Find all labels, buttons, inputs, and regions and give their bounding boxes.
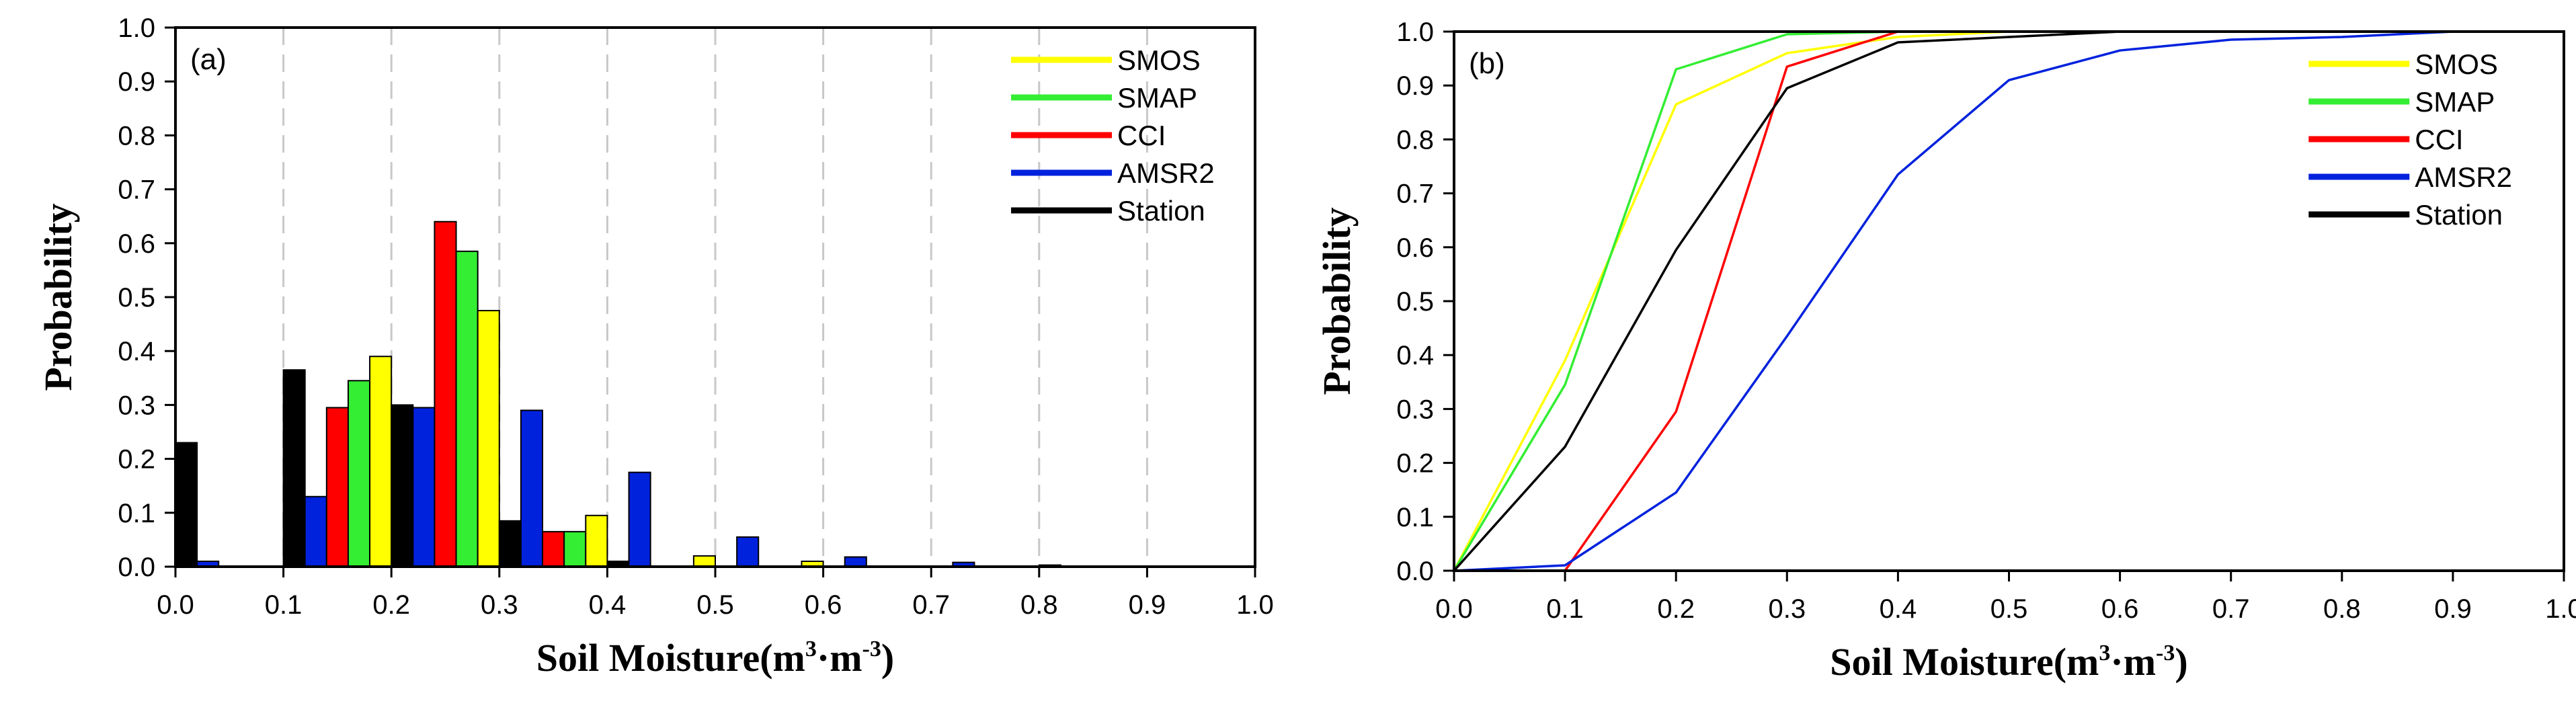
panel-a-x-ticks: 0.0 0.1 0.2 0.3 0.4 0.5 0.6 0.7 0.8 0.9 1.0 xyxy=(157,567,1274,620)
x-tick-label-a-4: 0.4 xyxy=(589,590,627,620)
y-tick-label-a-5: 0.5 xyxy=(118,283,155,313)
line-cci xyxy=(1454,30,2009,572)
x-tick-label-b-1: 0.1 xyxy=(1546,594,1584,624)
panel-b-cdf: 0.0 0.1 0.2 0.3 0.4 0.5 0.6 0.7 0.8 0.9 1.0 0.0 0.1… xyxy=(1315,17,2576,684)
line-station xyxy=(1453,30,2120,572)
x-tick-label-b-0: 0.0 xyxy=(1435,594,1473,624)
line-amsr2 xyxy=(1453,30,2453,572)
x-tick-label-a-6: 0.6 xyxy=(805,590,842,620)
line-smap xyxy=(1453,30,2009,571)
panel-a-y-axis-label: Probability xyxy=(36,203,80,391)
panel-a-bars xyxy=(175,220,1170,568)
x-tick-label-b-4: 0.4 xyxy=(1880,594,1917,624)
legend-label-a-cci: CCI xyxy=(1117,120,1166,151)
x-tick-label-b-3: 0.3 xyxy=(1768,594,1806,624)
x-tick-label-a-8: 0.8 xyxy=(1020,590,1058,620)
x-tick-label-a-1: 0.1 xyxy=(265,590,303,620)
panel-a-histogram: 0.0 0.1 0.2 0.3 0.4 0.5 0.6 0.7 0.8 0.9 1.0 0.0 0.1… xyxy=(36,13,1274,680)
x-tick-label-a-7: 0.7 xyxy=(912,590,950,620)
x-tick-label-a-5: 0.5 xyxy=(696,590,734,620)
legend-label-b-smap: SMAP xyxy=(2415,86,2495,118)
bar-smap-1 xyxy=(347,380,371,567)
bar-station-3 xyxy=(498,520,522,568)
panel-b-x-ticks: 0.0 0.1 0.2 0.3 0.4 0.5 0.6 0.7 0.8 0.9 1.0 xyxy=(1435,571,2576,624)
y-tick-label-a-8: 0.8 xyxy=(118,121,155,151)
bar-smos-2 xyxy=(477,310,500,567)
y-tick-label-b-4: 0.4 xyxy=(1396,341,1434,370)
legend-label-b-cci: CCI xyxy=(2415,124,2463,155)
panel-a-y-ticks: 0.0 0.1 0.2 0.3 0.4 0.5 0.6 0.7 0.8 0.9 1.0 xyxy=(118,13,175,582)
bar-amsr2-4 xyxy=(628,471,651,568)
bar-amsr2-5 xyxy=(736,536,760,568)
panel-a-label: (a) xyxy=(190,43,227,76)
bar-smos-3 xyxy=(585,514,608,567)
y-tick-label-a-0: 0.0 xyxy=(118,553,155,582)
x-tick-label-b-6: 0.6 xyxy=(2101,594,2139,624)
y-tick-label-b-1: 0.1 xyxy=(1396,503,1434,532)
legend-label-b-amsr2: AMSR2 xyxy=(2415,161,2512,193)
bar-cci-3 xyxy=(542,530,565,567)
y-tick-label-a-2: 0.2 xyxy=(118,445,155,475)
x-tick-label-a-10: 1.0 xyxy=(1236,590,1274,620)
bar-cci-1 xyxy=(325,407,349,567)
y-tick-label-a-1: 0.1 xyxy=(118,499,155,528)
y-tick-label-a-6: 0.6 xyxy=(118,229,155,259)
legend-label-a-amsr2: AMSR2 xyxy=(1117,157,1215,189)
bar-station-1 xyxy=(282,369,306,568)
x-tick-label-a-2: 0.2 xyxy=(372,590,410,620)
y-tick-label-b-0: 0.0 xyxy=(1396,557,1434,586)
panel-b-y-ticks: 0.0 0.1 0.2 0.3 0.4 0.5 0.6 0.7 0.8 0.9 1.0 xyxy=(1396,17,1454,586)
legend-label-b-smos: SMOS xyxy=(2415,48,2498,80)
panel-b-x-axis-label: Soil Moisture(m3·m-3) xyxy=(1830,640,2187,684)
x-tick-label-a-0: 0.0 xyxy=(157,590,194,620)
y-tick-label-a-9: 0.9 xyxy=(118,67,155,97)
y-tick-label-a-7: 0.7 xyxy=(118,175,155,205)
bar-smos-1 xyxy=(369,356,393,567)
bar-cci-2 xyxy=(434,220,457,568)
x-tick-label-b-8: 0.8 xyxy=(2323,594,2361,624)
bar-station-0 xyxy=(175,442,198,567)
y-tick-label-b-3: 0.3 xyxy=(1396,395,1434,424)
x-tick-label-b-5: 0.5 xyxy=(1990,594,2028,624)
y-tick-label-b-7: 0.7 xyxy=(1396,179,1434,209)
bar-smos-4 xyxy=(692,555,717,568)
panel-a-legend: SMOS SMAP CCI AMSR2 Station xyxy=(1011,44,1215,227)
bar-amsr2-1 xyxy=(304,495,327,567)
bar-amsr2-6 xyxy=(844,556,867,568)
bar-smap-3 xyxy=(563,530,587,567)
y-tick-label-a-4: 0.4 xyxy=(118,337,155,366)
bar-station-2 xyxy=(391,404,414,568)
panel-b-y-axis-label: Probability xyxy=(1315,207,1359,395)
x-tick-label-b-10: 1.0 xyxy=(2545,594,2576,624)
y-tick-label-b-2: 0.2 xyxy=(1396,449,1434,479)
y-tick-label-b-6: 0.6 xyxy=(1396,233,1434,263)
bar-smap-2 xyxy=(455,250,479,567)
panel-b-legend: SMOS SMAP CCI AMSR2 Station xyxy=(2308,48,2512,231)
legend-label-b-station: Station xyxy=(2415,199,2503,231)
line-smos xyxy=(1453,30,2120,571)
panel-a-gridlines xyxy=(282,28,1148,567)
y-tick-label-a-3: 0.3 xyxy=(118,391,155,420)
panel-b-lines xyxy=(1453,30,2453,572)
y-tick-label-a-10: 1.0 xyxy=(118,13,155,43)
legend-label-a-smos: SMOS xyxy=(1117,44,1201,76)
legend-label-a-smap: SMAP xyxy=(1117,82,1197,114)
bar-amsr2-2 xyxy=(412,407,436,567)
panel-b-label: (b) xyxy=(1469,47,1505,80)
x-tick-label-b-7: 0.7 xyxy=(2212,594,2250,624)
x-tick-label-b-9: 0.9 xyxy=(2434,594,2472,624)
y-tick-label-b-8: 0.8 xyxy=(1396,125,1434,155)
y-tick-label-b-10: 1.0 xyxy=(1396,17,1434,47)
y-tick-label-b-9: 0.9 xyxy=(1396,71,1434,101)
panel-a-x-axis-label: Soil Moisture(m3·m-3) xyxy=(536,636,894,680)
x-tick-label-a-9: 0.9 xyxy=(1129,590,1166,620)
bar-amsr2-3 xyxy=(520,409,544,567)
x-tick-label-a-3: 0.3 xyxy=(481,590,518,620)
x-tick-label-b-2: 0.2 xyxy=(1657,594,1695,624)
y-tick-label-b-5: 0.5 xyxy=(1396,287,1434,317)
legend-label-a-station: Station xyxy=(1117,195,1205,227)
